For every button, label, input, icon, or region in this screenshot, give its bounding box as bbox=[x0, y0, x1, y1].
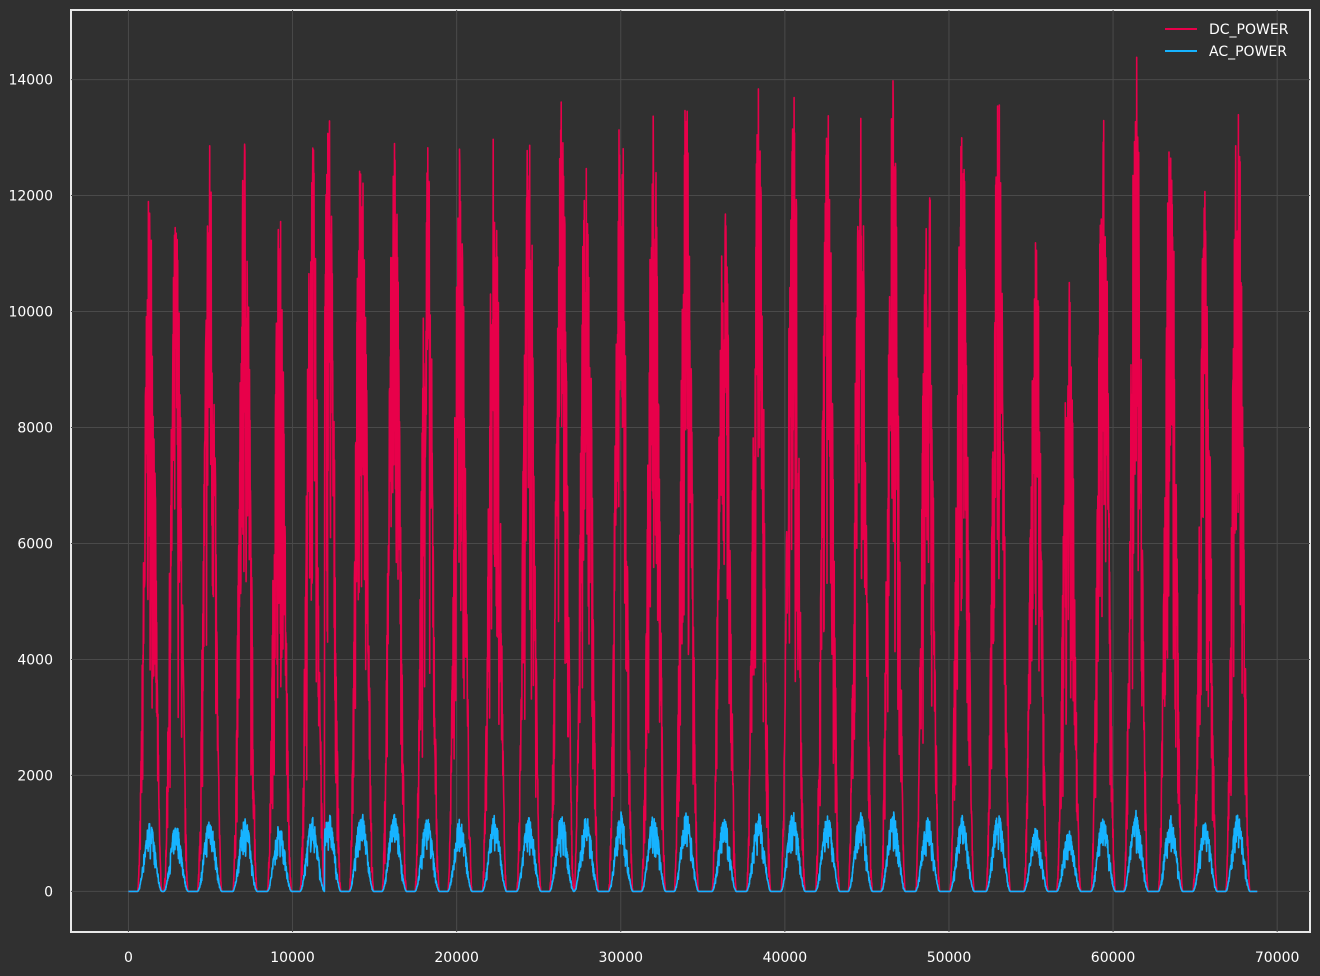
x-tick-label: 60000 bbox=[1091, 950, 1136, 966]
x-tick-label: 50000 bbox=[927, 950, 972, 966]
x-axis-tick-labels: 0 10000 20000 30000 40000 50000 60000 70000 bbox=[124, 950, 1299, 966]
y-axis-tick-labels: 0 2000 4000 6000 8000 10000 12000 14000 bbox=[8, 73, 53, 901]
y-tick-label: 4000 bbox=[17, 652, 53, 668]
x-tick-label: 40000 bbox=[763, 950, 808, 966]
y-tick-label: 2000 bbox=[17, 768, 53, 784]
x-tick-label: 70000 bbox=[1255, 950, 1300, 966]
x-tick-label: 20000 bbox=[434, 950, 479, 966]
y-tick-label: 8000 bbox=[17, 421, 53, 437]
series-lines bbox=[127, 56, 1258, 893]
x-tick-label: 10000 bbox=[270, 950, 315, 966]
legend-label-ac-power: AC_POWER bbox=[1209, 44, 1287, 60]
y-tick-label: 14000 bbox=[8, 73, 53, 89]
series-line-ac-power bbox=[127, 809, 1258, 893]
legend: DC_POWER AC_POWER bbox=[1165, 22, 1289, 60]
legend-label-dc-power: DC_POWER bbox=[1209, 22, 1289, 38]
x-tick-label: 0 bbox=[124, 950, 133, 966]
series-line-dc-power bbox=[127, 56, 1258, 893]
x-tick-label: 30000 bbox=[598, 950, 643, 966]
y-tick-label: 10000 bbox=[8, 305, 53, 321]
y-tick-label: 0 bbox=[44, 884, 53, 900]
y-tick-label: 12000 bbox=[8, 189, 53, 205]
y-tick-label: 6000 bbox=[17, 536, 53, 552]
